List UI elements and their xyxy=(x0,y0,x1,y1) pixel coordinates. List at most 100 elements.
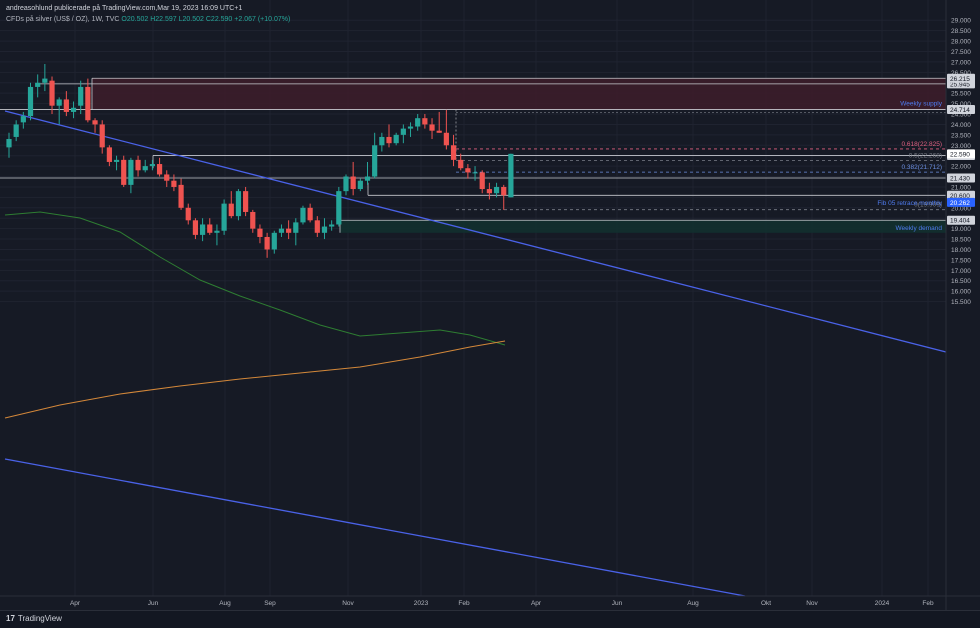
level-price-tag-label: 20.600 xyxy=(950,193,970,200)
candle-down[interactable] xyxy=(307,207,313,221)
candle-up[interactable] xyxy=(6,139,12,148)
candle-up[interactable] xyxy=(78,86,84,106)
candle-down[interactable] xyxy=(185,207,191,221)
candle-up[interactable] xyxy=(278,228,285,233)
candle-down[interactable] xyxy=(243,191,249,212)
price-axis-tick-label: 16.500 xyxy=(951,278,971,285)
candle-down[interactable] xyxy=(286,228,292,233)
candle-down[interactable] xyxy=(458,159,464,169)
candle-up[interactable] xyxy=(415,118,421,127)
candle-down[interactable] xyxy=(350,176,356,190)
candle-down[interactable] xyxy=(257,228,263,237)
candle-up[interactable] xyxy=(56,99,62,106)
publisher-line: andreasohlund publicerade på TradingView… xyxy=(6,5,243,12)
candle-down[interactable] xyxy=(85,86,91,121)
candle-down[interactable] xyxy=(250,211,256,229)
candle-up[interactable] xyxy=(407,126,414,129)
candle-up[interactable] xyxy=(149,164,155,167)
candle-up[interactable] xyxy=(379,136,385,146)
candle-down[interactable] xyxy=(314,220,320,233)
candle-down[interactable] xyxy=(465,168,471,173)
candle-up[interactable] xyxy=(508,153,514,198)
candle-up[interactable] xyxy=(27,86,34,117)
time-axis-tick-label: Okt xyxy=(761,600,771,607)
candlestick-chart[interactable]: 0.618(22.825) 0.5(22.268) 0.382(21.712) 0(1… xyxy=(0,0,980,610)
candle-down[interactable] xyxy=(171,180,177,187)
candle-down[interactable] xyxy=(99,124,105,148)
current-price-tag xyxy=(947,149,975,159)
candle-down[interactable] xyxy=(436,130,442,133)
candle-up[interactable] xyxy=(113,159,120,162)
candle-down[interactable] xyxy=(92,120,98,125)
candle-down[interactable] xyxy=(156,164,163,175)
candle-down[interactable] xyxy=(49,80,55,106)
candle-up[interactable] xyxy=(199,224,206,235)
level-price-tag xyxy=(947,190,975,200)
candle-up[interactable] xyxy=(372,145,378,177)
candle-down[interactable] xyxy=(192,220,199,235)
price-axis-tick-label: 22.000 xyxy=(951,164,971,171)
symbol-title: CFDs på silver (US$ / OZ), 1W, TVC xyxy=(6,16,120,23)
moving-average-green xyxy=(4,211,506,346)
candle-up[interactable] xyxy=(35,82,41,87)
candle-up[interactable] xyxy=(343,176,349,192)
candle-up[interactable] xyxy=(472,172,478,174)
candle-up[interactable] xyxy=(221,203,227,231)
chart-header: andreasohlund publicerade på TradingView… xyxy=(0,0,946,28)
upper-trendline xyxy=(4,110,947,353)
candle-up[interactable] xyxy=(393,134,399,144)
candle-down[interactable] xyxy=(207,224,213,233)
fib-level-label: 0.618(22.825) xyxy=(902,141,942,148)
candle-down[interactable] xyxy=(429,124,435,131)
candle-up[interactable] xyxy=(329,224,335,227)
candle-up[interactable] xyxy=(235,191,242,217)
candle-down[interactable] xyxy=(450,145,457,160)
time-axis-tick-label: Aug xyxy=(219,600,231,607)
candle-down[interactable] xyxy=(135,159,141,171)
candle-up[interactable] xyxy=(293,222,299,233)
level-price-tag-label: 26.215 xyxy=(950,76,970,83)
candle-up[interactable] xyxy=(271,232,277,250)
candle-down[interactable] xyxy=(121,159,127,185)
price-axis-tick-label: 27.500 xyxy=(951,49,971,56)
tradingview-brand: TradingView xyxy=(17,614,62,623)
candle-down[interactable] xyxy=(501,186,507,196)
candle-up[interactable] xyxy=(321,226,328,233)
footer-bar: 17 TradingView xyxy=(0,610,980,628)
candle-down[interactable] xyxy=(479,172,485,190)
candle-up[interactable] xyxy=(364,176,371,181)
candle-up[interactable] xyxy=(20,116,26,123)
candle-up[interactable] xyxy=(357,180,363,190)
candle-up[interactable] xyxy=(300,207,306,223)
candle-down[interactable] xyxy=(486,189,492,194)
level-price-tag-label: 21.430 xyxy=(950,175,970,182)
candle-down[interactable] xyxy=(63,99,69,112)
price-axis-tick-label: 18.000 xyxy=(951,247,971,254)
tradingview-logo[interactable]: 17 TradingView xyxy=(6,614,62,623)
candle-down[interactable] xyxy=(164,174,170,181)
candle-down[interactable] xyxy=(443,132,449,146)
candle-down[interactable] xyxy=(178,184,184,208)
candle-down[interactable] xyxy=(264,236,270,250)
price-axis-tick-label: 17.000 xyxy=(951,268,971,275)
price-axis-tick-label: 23.000 xyxy=(951,143,971,150)
candle-up[interactable] xyxy=(214,230,220,233)
price-axis[interactable] xyxy=(946,0,980,610)
candle-down[interactable] xyxy=(386,136,392,144)
candle-down[interactable] xyxy=(228,203,234,217)
level-price-tag-label: 19.404 xyxy=(950,218,970,225)
candle-up[interactable] xyxy=(42,78,48,83)
candle-up[interactable] xyxy=(142,166,148,171)
lower-trendline xyxy=(4,458,746,597)
candle-down[interactable] xyxy=(106,147,112,162)
price-axis-tick-label: 17.500 xyxy=(951,257,971,264)
fib-level-label: 0.5(22.268) xyxy=(909,153,942,160)
candle-down[interactable] xyxy=(422,118,428,125)
candle-up[interactable] xyxy=(70,107,77,112)
time-axis-tick-label: Apr xyxy=(531,600,542,607)
candle-up[interactable] xyxy=(493,186,500,194)
candle-up[interactable] xyxy=(336,191,342,225)
candle-up[interactable] xyxy=(128,159,134,185)
candle-up[interactable] xyxy=(13,124,19,137)
candle-up[interactable] xyxy=(400,128,406,135)
